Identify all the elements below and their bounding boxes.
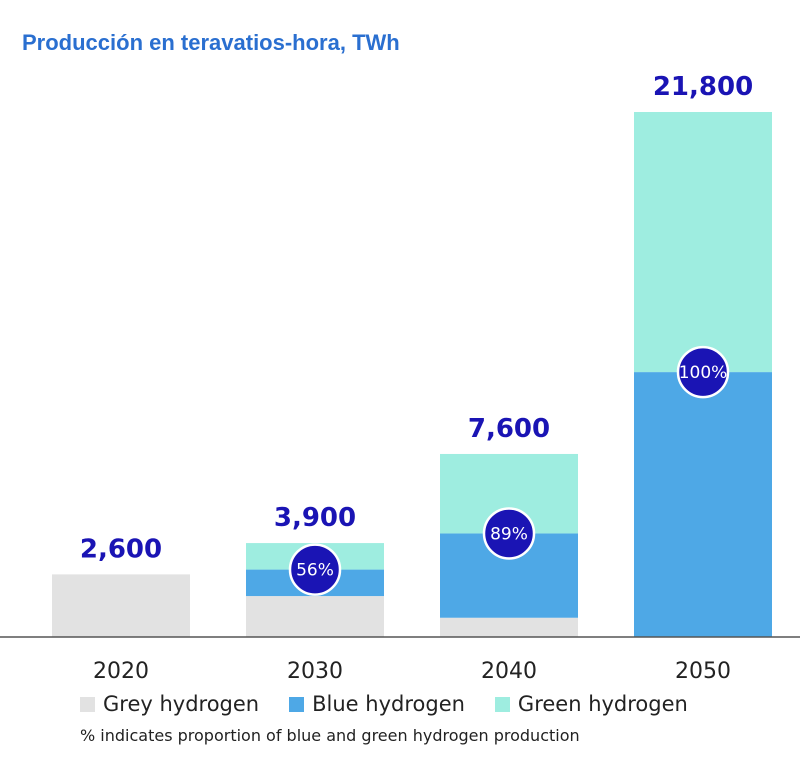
- legend-label-blue: Blue hydrogen: [312, 692, 465, 716]
- bar-2050-blue-hydrogen: [634, 372, 772, 637]
- legend-item-grey: Grey hydrogen: [80, 692, 259, 716]
- chart-title: Producción en teravatios-hora, TWh: [22, 30, 400, 55]
- total-label-2030: 3,900: [274, 503, 356, 533]
- footnote: % indicates proportion of blue and green…: [80, 726, 580, 745]
- legend-swatch-green: [494, 696, 510, 712]
- legend-swatch-grey: [80, 696, 95, 712]
- bar-2050-green-hydrogen: [634, 112, 772, 373]
- badge-circle-2050: [676, 345, 730, 399]
- x-tick-label-2040: 2040: [481, 659, 537, 684]
- bar-2040-grey-hydrogen: [440, 617, 578, 637]
- badge-circle-2030: [288, 543, 342, 596]
- legend-label-grey: Grey hydrogen: [103, 692, 260, 716]
- total-label-2020: 2,600: [80, 534, 162, 564]
- total-label-2040: 7,600: [468, 414, 550, 444]
- legend-swatch-blue: [289, 696, 305, 712]
- bar-2020-grey-hydrogen: [52, 574, 190, 637]
- legend-item-blue: Blue hydrogen: [289, 692, 465, 716]
- legend-item-green: Green hydrogen: [494, 692, 688, 716]
- chart-plot: 2,600 2020 3,900 2030 56% 7,600 2040 89% 21,800 2…: [0, 72, 800, 684]
- badge-label-2030: 56%: [296, 561, 334, 581]
- total-label-2050: 21,800: [653, 72, 753, 102]
- x-tick-label-2020: 2020: [93, 659, 149, 684]
- x-tick-label-2030: 2030: [287, 659, 343, 684]
- badge-circle-2040: [482, 507, 536, 560]
- legend-label-green: Green hydrogen: [517, 692, 688, 716]
- legend: Grey hydrogen Blue hydrogen Green hydrog…: [80, 692, 718, 716]
- x-tick-label-2050: 2050: [675, 659, 731, 684]
- badge-label-2050: 100%: [679, 363, 728, 383]
- bar-2030-grey-hydrogen: [246, 596, 384, 637]
- badge-label-2040: 89%: [490, 524, 528, 544]
